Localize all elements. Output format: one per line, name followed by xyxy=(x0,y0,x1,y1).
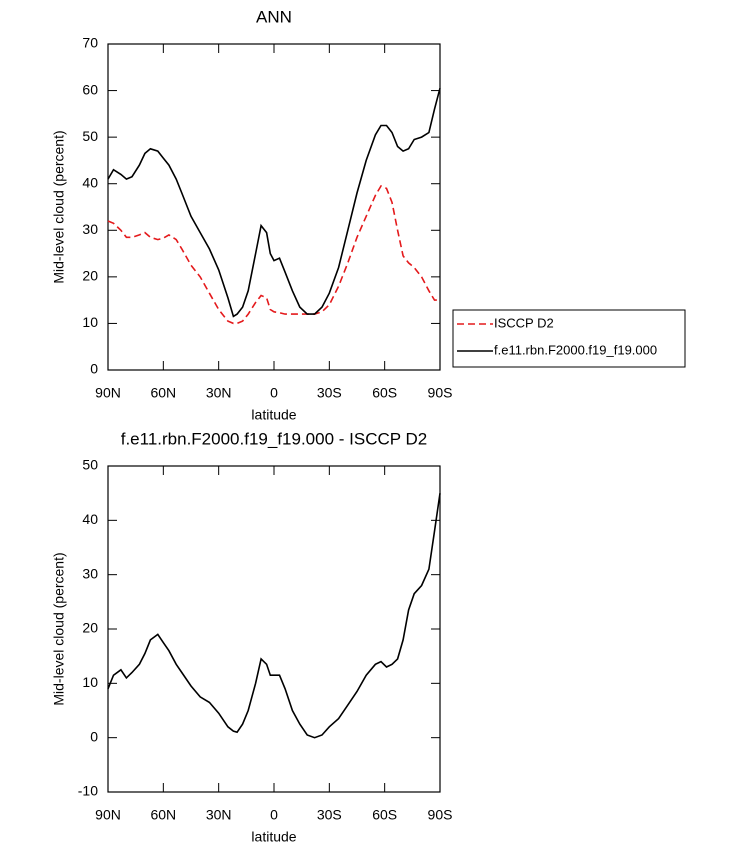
y-axis-label: Mid-level cloud (percent) xyxy=(51,552,67,705)
y-tick-label: 20 xyxy=(82,620,98,636)
plot-frame xyxy=(107,465,441,793)
y-tick-label: 60 xyxy=(82,81,98,97)
y-tick-label: 50 xyxy=(82,457,98,473)
chart-title: f.e11.rbn.F2000.f19_f19.000 - ISCCP D2 xyxy=(121,429,428,448)
x-tick-label: 0 xyxy=(270,385,278,401)
chart-title: ANN xyxy=(256,7,292,26)
y-tick-label: -10 xyxy=(78,783,98,799)
y-tick-label: 0 xyxy=(90,728,98,744)
x-tick-label: 30N xyxy=(206,807,232,823)
x-tick-label: 60S xyxy=(372,385,397,401)
x-tick-label: 90S xyxy=(428,807,453,823)
x-tick-label: 90N xyxy=(95,385,121,401)
y-tick-label: 20 xyxy=(82,268,98,284)
x-tick-label: 30N xyxy=(206,385,232,401)
x-tick-label: 90S xyxy=(428,385,453,401)
y-tick-label: 0 xyxy=(90,361,98,377)
y-tick-label: 10 xyxy=(82,314,98,330)
data-line xyxy=(107,87,441,318)
y-tick-label: 10 xyxy=(82,674,98,690)
plot-frame xyxy=(107,43,441,371)
legend-label: ISCCP D2 xyxy=(494,315,554,330)
legend-label: f.e11.rbn.F2000.f19_f19.000 xyxy=(494,342,657,357)
x-tick-label: 0 xyxy=(270,807,278,823)
y-tick-label: 50 xyxy=(82,128,98,144)
y-tick-label: 70 xyxy=(82,35,98,51)
x-tick-label: 60N xyxy=(150,385,176,401)
x-tick-label: 90N xyxy=(95,807,121,823)
x-tick-label: 60N xyxy=(150,807,176,823)
x-tick-label: 60S xyxy=(372,807,397,823)
data-line xyxy=(107,493,441,739)
x-axis-label: latitude xyxy=(251,407,296,423)
y-tick-label: 30 xyxy=(82,565,98,581)
y-tick-label: 40 xyxy=(82,174,98,190)
y-tick-label: 40 xyxy=(82,511,98,527)
legend-box xyxy=(452,309,686,368)
x-axis-label: latitude xyxy=(251,829,296,845)
y-axis-label: Mid-level cloud (percent) xyxy=(51,130,67,283)
x-tick-label: 30S xyxy=(317,385,342,401)
data-line xyxy=(107,184,440,325)
x-tick-label: 30S xyxy=(317,807,342,823)
y-tick-label: 30 xyxy=(82,221,98,237)
